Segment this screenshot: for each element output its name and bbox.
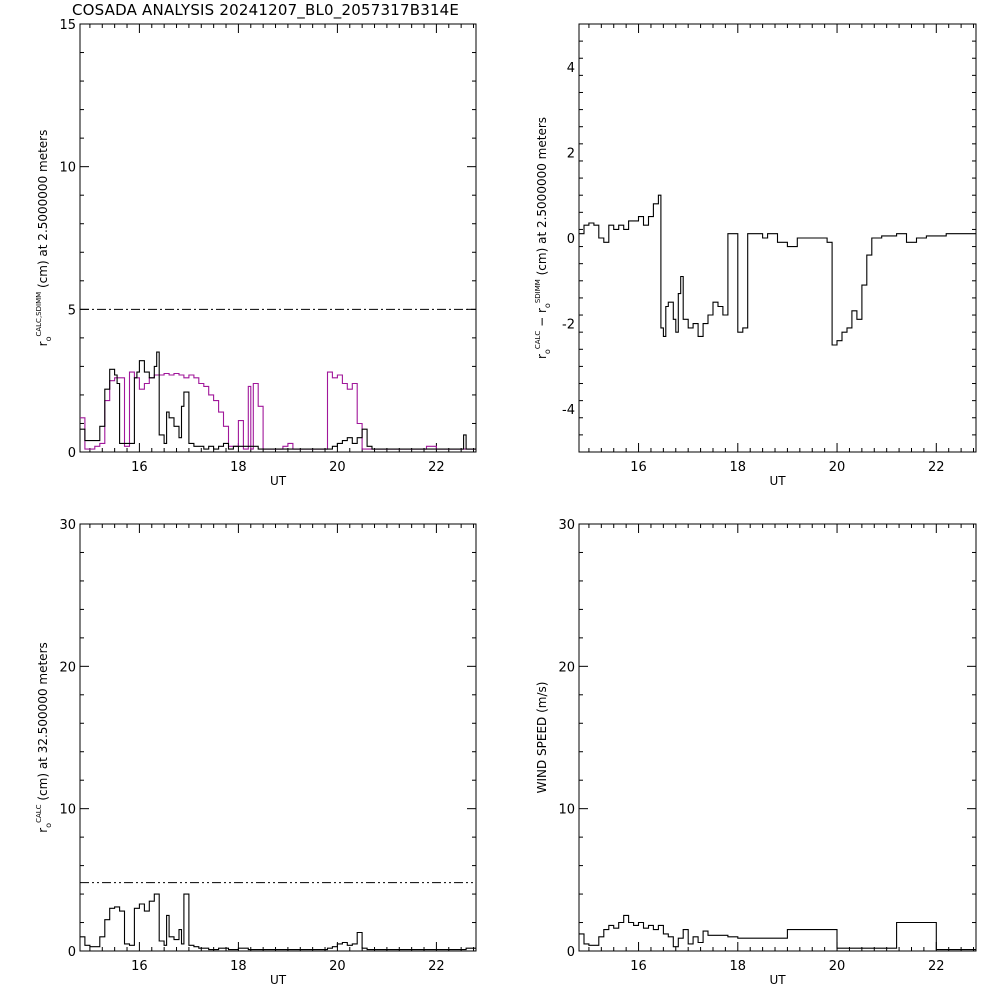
y-axis-label: roCALC (cm) at 32.500000 meters — [35, 642, 53, 833]
y-tick-label: 10 — [59, 161, 76, 176]
y-tick-label: 20 — [558, 660, 575, 675]
y-tick-label: 20 — [59, 660, 76, 675]
y-axis-label: roCALC − roSDIMM (cm) at 2.5000000 meter… — [534, 117, 552, 359]
x-axis-label: UT — [270, 474, 287, 488]
series-line-1 — [80, 893, 476, 951]
y-axis-label-part: (cm) at 2.5000000 meters — [535, 117, 549, 279]
y-axis-label-part: CALC — [534, 331, 542, 350]
y-axis-label-part: o — [44, 336, 53, 341]
x-tick-label: 20 — [329, 460, 346, 475]
x-tick-label: 20 — [329, 959, 346, 974]
series-line-2 — [80, 351, 476, 450]
x-axis-label: UT — [769, 973, 786, 987]
x-tick-label: 16 — [630, 959, 647, 974]
x-tick-label: 20 — [829, 959, 846, 974]
y-axis-label-part: SDIMM — [534, 279, 542, 303]
y-axis-label: WIND SPEED (m/s) — [535, 682, 549, 794]
y-tick-label: 0 — [68, 446, 76, 461]
x-tick-label: 18 — [730, 959, 747, 974]
y-axis-label-part: r — [36, 828, 50, 833]
series-line-1 — [579, 914, 976, 951]
panel-4: 16 18 20 22 0 10 20 30 UT WIND SPEED (m/s) — [535, 518, 977, 987]
y-axis-label-part: r — [36, 341, 50, 346]
y-axis-label-part: o — [543, 303, 552, 308]
x-tick-label: 22 — [428, 460, 445, 475]
x-tick-label: 18 — [230, 959, 247, 974]
plot-frame — [79, 23, 477, 453]
series-line-1 — [579, 194, 976, 346]
x-tick-label: 16 — [630, 460, 647, 475]
y-axis-label-part: (cm) at 2.5000000 meters — [36, 130, 50, 292]
page-title: COSADA ANALYSIS 20241207_BL0_2057317B314… — [72, 1, 460, 19]
x-tick-label: 18 — [730, 460, 747, 475]
y-axis-label-part: (cm) at 32.500000 meters — [36, 642, 50, 804]
x-tick-label: 18 — [230, 460, 247, 475]
y-tick-label: 2 — [567, 146, 575, 161]
y-tick-label: 15 — [59, 18, 76, 33]
y-tick-label: 0 — [567, 945, 575, 960]
y-axis-label-part: o — [44, 823, 53, 828]
plot-frame — [79, 523, 477, 952]
y-tick-label: 10 — [59, 803, 76, 818]
plot-frame — [578, 23, 977, 453]
y-axis-label-part: CALC — [35, 804, 43, 823]
y-tick-label: 4 — [567, 61, 575, 76]
y-tick-label: 30 — [558, 518, 575, 533]
y-axis-label-part: r — [535, 354, 549, 359]
plot-frame — [578, 523, 977, 952]
x-tick-label: 22 — [428, 959, 445, 974]
y-axis-label: roCALC,SDIMM (cm) at 2.5000000 meters — [35, 130, 53, 347]
y-tick-label: 0 — [567, 232, 575, 247]
x-axis-label: UT — [769, 474, 786, 488]
series-line-1 — [80, 371, 476, 450]
y-tick-label: 30 — [59, 518, 76, 533]
x-tick-label: 20 — [829, 460, 846, 475]
x-tick-label: 22 — [928, 959, 945, 974]
y-axis-label-part: o — [543, 349, 552, 354]
y-axis-label-part: CALC,SDIMM — [35, 292, 43, 337]
y-axis-label-part: WIND SPEED (m/s) — [535, 682, 549, 794]
y-tick-label: 10 — [558, 803, 575, 818]
panel-3: 16 18 20 22 0 10 20 30 UT roCALC (cm) at 32.50000… — [35, 518, 477, 987]
x-tick-label: 16 — [131, 959, 148, 974]
y-tick-label: 0 — [68, 945, 76, 960]
y-tick-label: -4 — [562, 403, 575, 418]
x-axis-label: UT — [270, 973, 287, 987]
x-tick-label: 16 — [131, 460, 148, 475]
y-tick-label: -2 — [562, 318, 575, 333]
y-axis-label-part: − r — [535, 308, 549, 331]
panel-1: 16 18 20 22 0 5 10 15 UT roCALC,SDIMM (cm) at 2.5… — [35, 18, 477, 488]
y-tick-label: 5 — [68, 303, 76, 318]
x-tick-label: 22 — [928, 460, 945, 475]
